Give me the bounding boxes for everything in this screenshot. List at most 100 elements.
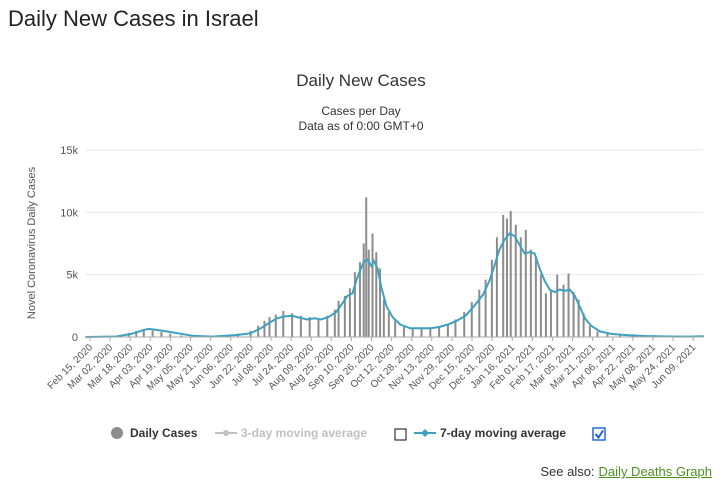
daily-cases-bar — [268, 317, 271, 337]
daily-cases-bar — [572, 292, 575, 337]
daily-cases-bar — [333, 309, 336, 337]
ma3-legend-marker — [223, 430, 229, 436]
ma7-point — [362, 261, 365, 264]
ma7-point — [599, 330, 601, 333]
ma3-legend-label: 3-day moving average — [241, 426, 367, 440]
daily-cases-bar — [529, 249, 532, 337]
ma7-point — [583, 317, 586, 320]
see-also: See also: Daily Deaths Graph — [540, 464, 712, 479]
daily-cases-bar — [343, 295, 346, 337]
ma7-point — [548, 288, 551, 291]
daily-cases-bar — [274, 314, 277, 337]
daily-cases-bar — [263, 320, 266, 337]
daily-cases-bar — [470, 302, 473, 337]
daily-deaths-graph-link[interactable]: Daily Deaths Graph — [598, 464, 712, 479]
checkmark-icon — [594, 429, 604, 440]
daily-cases-bar — [438, 327, 441, 337]
daily-cases-bar — [142, 328, 145, 337]
daily-cases-bar — [180, 335, 183, 337]
daily-cases-bar — [463, 312, 466, 337]
daily-cases-bar — [367, 249, 370, 337]
ma7-point — [568, 288, 571, 291]
daily-cases-bar — [478, 289, 481, 337]
ma7-point — [625, 334, 628, 337]
daily-cases-bar — [151, 330, 154, 337]
ma7-point — [142, 329, 145, 331]
daily-cases-bar — [490, 259, 493, 337]
ma7-point — [558, 288, 561, 291]
ma7-point — [335, 311, 337, 313]
daily-cases-bar — [577, 299, 580, 337]
daily-cases-bar — [394, 320, 397, 337]
ma7-point — [156, 329, 159, 331]
legend: Daily Cases 3-day moving average 7-day m… — [111, 426, 606, 441]
ma7-point — [508, 232, 511, 235]
ma7-point — [610, 332, 613, 335]
daily-cases-bar — [534, 255, 537, 337]
ma7-point — [464, 314, 467, 317]
ma7-point — [498, 248, 501, 251]
ma7-point — [578, 306, 581, 308]
daily-cases-bar — [495, 237, 498, 337]
daily-cases-bar — [514, 224, 517, 337]
ma7-point — [553, 291, 556, 294]
ma7-point — [313, 317, 316, 320]
daily-cases-bar — [429, 328, 432, 337]
see-also-prefix: See also: — [540, 464, 595, 479]
daily-cases-bar — [160, 332, 163, 337]
ma7-legend-label: 7-day moving average — [440, 426, 566, 440]
daily-cases-bar — [509, 211, 512, 337]
daily-cases-bar — [371, 233, 374, 337]
ma7-point — [528, 251, 531, 254]
daily-cases-legend-label: Daily Cases — [130, 426, 198, 440]
ma7-point — [385, 304, 388, 307]
legend-item-ma3[interactable]: 3-day moving average — [215, 426, 367, 440]
daily-cases-bar — [619, 334, 622, 337]
ma7-point — [372, 260, 375, 262]
daily-cases-bar — [502, 214, 505, 337]
chart-subtitle-data-date: Data as of 0:00 GMT+0 — [298, 119, 423, 133]
daily-cases-bar — [524, 229, 527, 337]
daily-cases-bar — [365, 197, 368, 337]
daily-cases-bar — [337, 300, 340, 337]
y-axis-label: Novel Coronavirus Daily Cases — [26, 166, 38, 319]
daily-cases-bar — [596, 331, 599, 337]
y-axis-ticks: 0 5k 10k 15k — [60, 145, 78, 344]
daily-cases-bar — [382, 299, 385, 337]
ma7-point — [376, 267, 379, 270]
daily-cases-bar — [549, 289, 552, 337]
ma7-point — [590, 324, 593, 327]
y-tick-label: 15k — [60, 145, 78, 157]
daily-cases-bar — [291, 313, 294, 337]
ma7-point — [355, 280, 358, 282]
ma7-point — [259, 327, 262, 330]
daily-cases-bar — [379, 268, 382, 337]
ma7-point — [493, 265, 496, 267]
daily-cases-legend-marker — [111, 427, 123, 439]
daily-cases-bar — [375, 252, 378, 337]
ma3-checkbox[interactable] — [394, 428, 407, 441]
ma7-point — [482, 293, 484, 296]
ma7-point — [563, 289, 566, 292]
daily-cases-bar — [567, 273, 570, 337]
chart-subtitle-cases-per-day: Cases per Day — [321, 104, 400, 118]
ma7-point — [533, 252, 536, 255]
daily-cases-bars — [103, 197, 704, 338]
daily-cases-bar — [299, 315, 302, 337]
ma7-point — [513, 235, 516, 237]
ma7-point — [366, 258, 369, 261]
daily-cases-bar — [402, 327, 405, 337]
daily-cases-bar — [588, 325, 591, 337]
ma7-checkbox[interactable] — [592, 427, 606, 441]
daily-cases-bar — [539, 274, 542, 337]
ma7-point — [438, 326, 441, 328]
legend-item-ma7[interactable]: 7-day moving average — [414, 426, 566, 440]
ma7-point — [399, 323, 402, 326]
ma7-point — [346, 294, 349, 297]
daily-cases-bar — [353, 272, 356, 337]
daily-cases-bar — [484, 279, 487, 337]
ma7-point — [191, 334, 194, 337]
ma7-point — [447, 323, 449, 326]
legend-item-daily-cases[interactable]: Daily Cases — [111, 426, 198, 440]
